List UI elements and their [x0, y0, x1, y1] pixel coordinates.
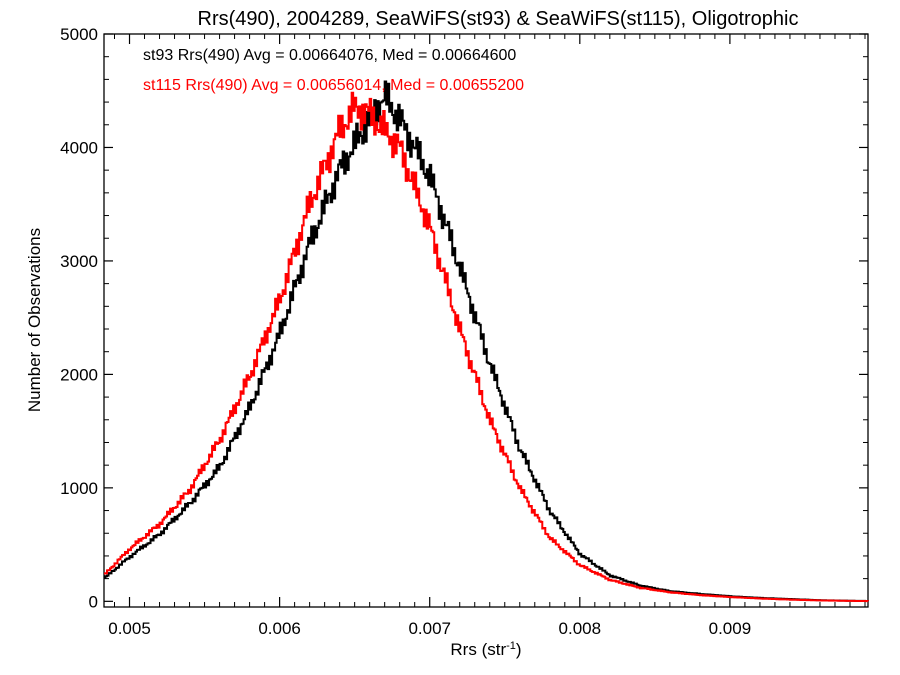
y-tick-label: 2000 — [60, 365, 98, 384]
x-tick-label: 0.008 — [559, 619, 602, 638]
series-layer — [104, 80, 869, 603]
y-axis-label: Number of Observations — [25, 228, 44, 412]
y-tick-label: 1000 — [60, 479, 98, 498]
x-tick-label: 0.005 — [108, 619, 151, 638]
series-st115-line — [104, 91, 869, 603]
plot-frame — [103, 33, 869, 608]
y-tick-label: 0 — [89, 592, 98, 611]
x-axis-label: Rrs (str-1) — [450, 640, 521, 659]
x-axis-label-main: Rrs (str — [450, 640, 506, 659]
y-tick-label: 4000 — [60, 138, 98, 157]
chart-title: Rrs(490), 2004289, SeaWiFS(st93) & SeaWi… — [198, 8, 799, 30]
y-axis-ticks: 0 1000 2000 3000 4000 5000 — [60, 25, 868, 611]
series-st93-line — [104, 80, 869, 602]
x-axis-ticks: 0.005 0.006 0.007 0.008 0.009 — [108, 34, 866, 638]
x-tick-label: 0.009 — [709, 619, 752, 638]
x-tick-label: 0.007 — [408, 619, 451, 638]
x-axis-label-close: ) — [516, 640, 522, 659]
legend-st115-stats: st115 Rrs(490) Avg = 0.00656014, Med = 0… — [143, 77, 524, 94]
y-tick-label: 3000 — [60, 252, 98, 271]
x-axis-label-superscript: -1 — [506, 640, 516, 652]
x-tick-label: 0.006 — [258, 619, 301, 638]
y-tick-label: 5000 — [60, 25, 98, 44]
legend-st93-stats: st93 Rrs(490) Avg = 0.00664076, Med = 0.… — [143, 47, 516, 64]
